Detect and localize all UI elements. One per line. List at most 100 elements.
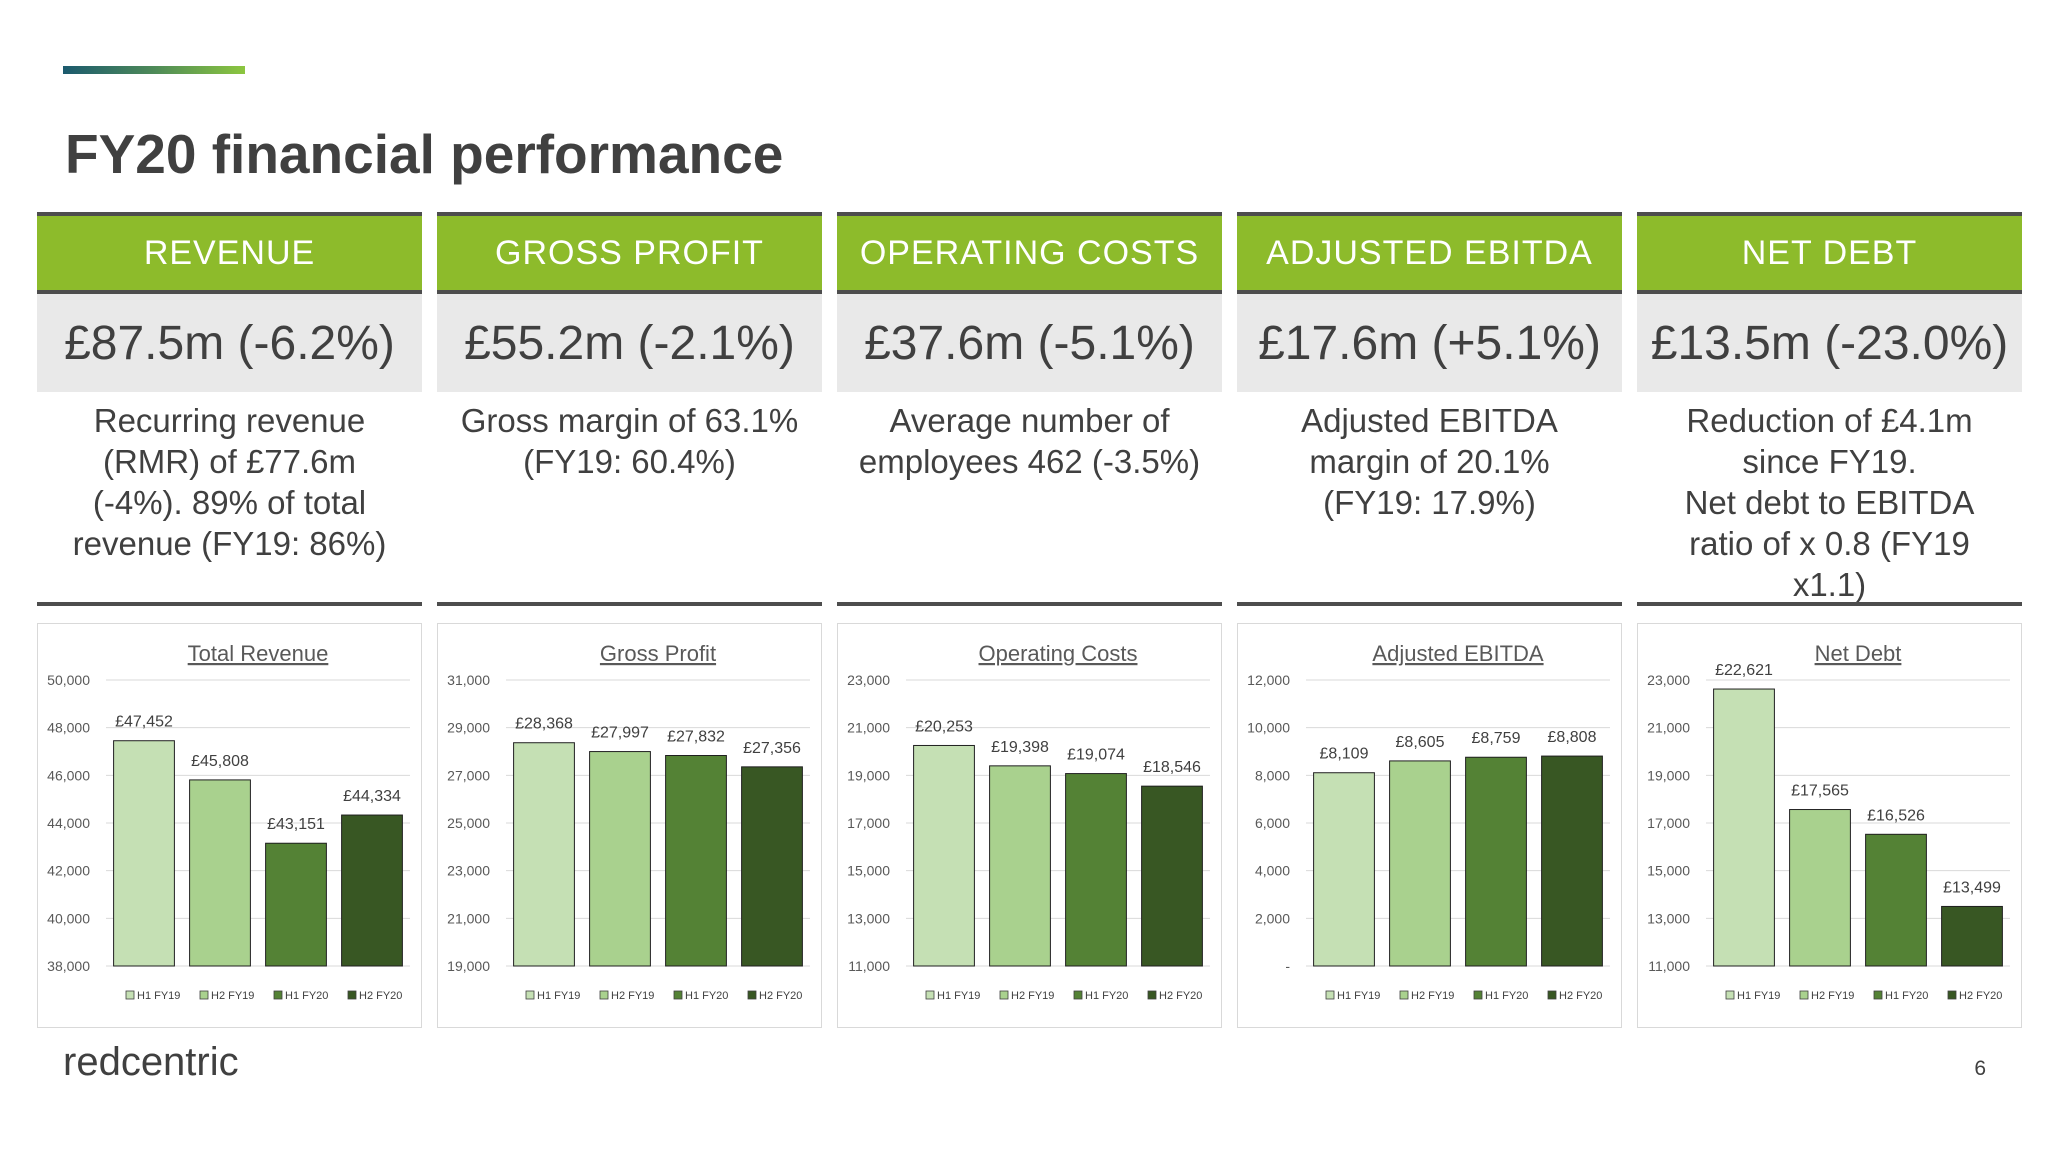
kpi-adjusted-ebitda: ADJUSTED EBITDA £17.6m (+5.1%) Adjusted …	[1237, 212, 1622, 606]
bar-chart: Net Debt 11,000 13,000 15,000 17,000 19,000 21…	[1647, 641, 2010, 1002]
legend-swatch	[1473, 990, 1483, 1000]
divider	[437, 290, 822, 294]
chart-operating-costs: Operating Costs 11,000 13,000 15,000 17,000 1…	[837, 623, 1222, 1028]
data-label: £19,398	[991, 739, 1049, 756]
legend-swatch	[1799, 990, 1809, 1000]
y-tick-label: 8,000	[1255, 767, 1290, 783]
bar	[1865, 833, 1927, 967]
bar	[341, 814, 403, 967]
bar	[265, 842, 327, 967]
y-tick-label: 2,000	[1255, 910, 1290, 926]
legend-swatch	[1947, 990, 1957, 1000]
legend-swatch	[999, 990, 1009, 1000]
bar	[1941, 905, 2003, 967]
divider	[437, 602, 822, 606]
legend-label: H1 FY19	[1337, 990, 1380, 1002]
legend-label: H2 FY19	[1011, 990, 1054, 1002]
y-tick-label: 13,000	[847, 910, 890, 926]
bar	[513, 742, 575, 967]
y-tick-label: 29,000	[447, 720, 490, 736]
divider	[1637, 602, 2022, 606]
bar	[1313, 772, 1375, 967]
page-title: FY20 financial performance	[65, 123, 784, 185]
bar	[1389, 760, 1451, 967]
legend-swatch	[1147, 990, 1157, 1000]
legend-label: H1 FY20	[1085, 990, 1128, 1002]
legend-label: H2 FY20	[1559, 990, 1602, 1002]
legend-label: H2 FY19	[1411, 990, 1454, 1002]
page-number: 6	[1974, 1057, 1986, 1080]
y-tick-label: 12,000	[1247, 672, 1290, 688]
y-tick-label: 25,000	[447, 815, 490, 831]
chart-title: Gross Profit	[600, 641, 716, 666]
company-logo: redcentric	[63, 1040, 239, 1084]
y-tick-label: 10,000	[1247, 720, 1290, 736]
data-label: £16,526	[1867, 807, 1925, 824]
data-label: £22,621	[1715, 662, 1773, 679]
kpi-header: NET DEBT	[1637, 216, 2022, 290]
legend-swatch	[125, 990, 135, 1000]
divider	[837, 290, 1222, 294]
divider	[1637, 212, 2022, 216]
y-tick-label: 48,000	[47, 720, 90, 736]
legend-swatch	[1399, 990, 1409, 1000]
bar	[989, 765, 1051, 967]
y-tick-label: 21,000	[1647, 720, 1690, 736]
bar	[665, 755, 727, 967]
y-tick-label: 17,000	[1647, 815, 1690, 831]
accent-bar	[63, 66, 245, 74]
y-tick-label: 44,000	[47, 815, 90, 831]
legend-swatch	[673, 990, 683, 1000]
bar-chart: Gross Profit 19,000 21,000 23,000 25,000 27,0…	[447, 641, 810, 1002]
kpi-value: £13.5m (-23.0%)	[1637, 294, 2022, 392]
data-label: £27,832	[667, 729, 725, 746]
y-tick-label: 19,000	[1647, 767, 1690, 783]
legend-swatch	[1547, 990, 1557, 1000]
legend-swatch	[199, 990, 209, 1000]
data-label: £44,334	[343, 788, 401, 805]
bar	[1541, 755, 1603, 967]
kpi-revenue: REVENUE £87.5m (-6.2%) Recurring revenue…	[37, 212, 422, 606]
legend-label: H1 FY20	[285, 990, 328, 1002]
y-tick-label: 17,000	[847, 815, 890, 831]
y-tick-label: 6,000	[1255, 815, 1290, 831]
kpi-operating-costs: OPERATING COSTS £37.6m (-5.1%) Average n…	[837, 212, 1222, 606]
kpi-net-debt: NET DEBT £13.5m (-23.0%) Reduction of £4…	[1637, 212, 2022, 606]
y-tick-label: 40,000	[47, 910, 90, 926]
legend-label: H2 FY20	[1959, 990, 2002, 1002]
y-tick-label: 11,000	[1648, 958, 1690, 974]
legend-label: H1 FY20	[685, 990, 728, 1002]
chart-title: Operating Costs	[979, 641, 1138, 666]
y-tick-label: 13,000	[1647, 910, 1690, 926]
legend-label: H1 FY19	[537, 990, 580, 1002]
bar-chart: Operating Costs 11,000 13,000 15,000 17,000 1…	[847, 641, 1210, 1002]
y-tick-label: 19,000	[447, 958, 490, 974]
kpi-value: £37.6m (-5.1%)	[837, 294, 1222, 392]
y-tick-label: 27,000	[447, 767, 490, 783]
kpi-header: OPERATING COSTS	[837, 216, 1222, 290]
kpi-description: Adjusted EBITDA margin of 20.1% (FY19: 1…	[1301, 402, 1558, 521]
legend-label: H2 FY19	[1811, 990, 1854, 1002]
bar	[1789, 809, 1851, 967]
y-tick-label: -	[1285, 958, 1290, 974]
data-label: £8,759	[1472, 730, 1521, 747]
kpi-description: Reduction of £4.1m since FY19. Net debt …	[1684, 402, 1975, 603]
legend-swatch	[1725, 990, 1735, 1000]
data-label: £28,368	[515, 716, 573, 733]
data-label: £17,565	[1791, 783, 1849, 800]
divider	[437, 212, 822, 216]
data-label: £18,546	[1143, 759, 1201, 776]
legend-swatch	[273, 990, 283, 1000]
divider	[1237, 290, 1622, 294]
y-tick-label: 38,000	[47, 958, 90, 974]
y-tick-label: 31,000	[447, 672, 490, 688]
kpi-description: Recurring revenue (RMR) of £77.6m (-4%).…	[72, 402, 387, 562]
kpi-header: ADJUSTED EBITDA	[1237, 216, 1622, 290]
data-label: £8,605	[1396, 734, 1445, 751]
y-tick-label: 11,000	[848, 958, 890, 974]
y-tick-label: 21,000	[847, 720, 890, 736]
kpi-gross-profit: GROSS PROFIT £55.2m (-2.1%) Gross margin…	[437, 212, 822, 606]
legend-swatch	[1325, 990, 1335, 1000]
legend-swatch	[599, 990, 609, 1000]
data-label: £8,109	[1320, 746, 1369, 763]
